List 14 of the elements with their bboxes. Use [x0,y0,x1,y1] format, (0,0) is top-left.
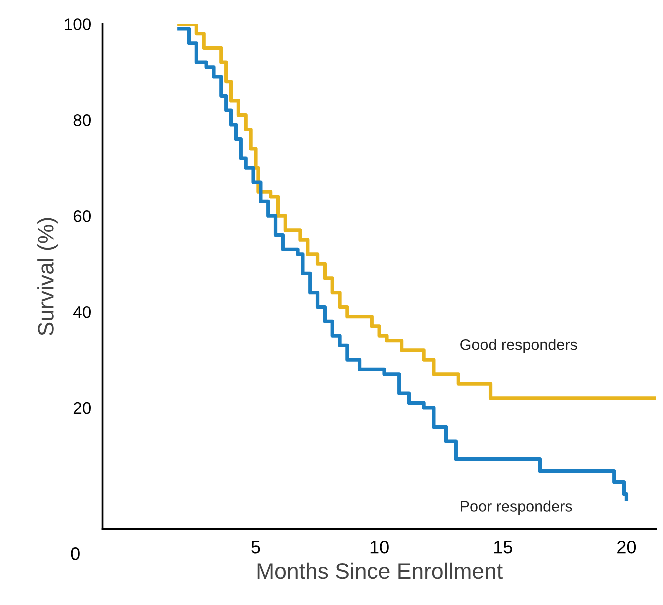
y-tick-label: 60 [74,210,92,222]
x-tick-label: 10 [370,540,389,554]
y-axis-title: Survival (%) [38,218,58,336]
series-label: Good responders [460,339,578,354]
y-tick-label: 100 [65,18,92,30]
y-tick-label: 20 [74,402,92,414]
x-tick-label: 15 [494,541,512,554]
y-tick-label: 40 [74,306,92,318]
x-tick-label: 20 [618,540,636,554]
series-label: Poor responders [461,500,572,515]
y-tick-label: 80 [74,114,92,126]
x-tick-label: 5 [252,541,260,554]
text: 0 [71,548,80,560]
x-axis-title: Months Since Enrollment [258,562,503,580]
